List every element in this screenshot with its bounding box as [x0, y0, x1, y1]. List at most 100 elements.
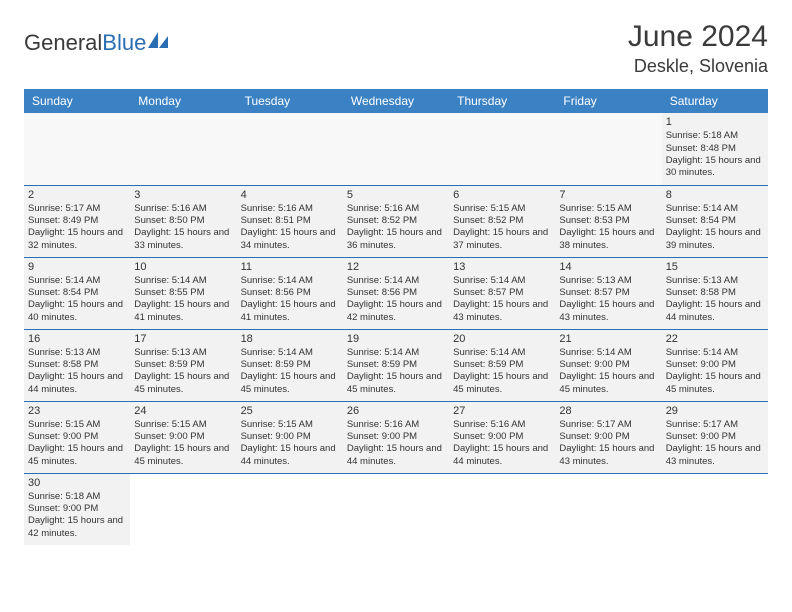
calendar-page: GeneralBlue June 2024 Deskle, Slovenia S… [0, 0, 792, 565]
day-cell [130, 113, 236, 185]
day-info: Sunrise: 5:17 AMSunset: 9:00 PMDaylight:… [666, 419, 764, 468]
day-number: 30 [28, 476, 126, 490]
day-number: 19 [347, 332, 445, 346]
day-number: 2 [28, 188, 126, 202]
day-info: Sunrise: 5:16 AMSunset: 9:00 PMDaylight:… [347, 419, 445, 468]
day-info: Sunrise: 5:14 AMSunset: 9:00 PMDaylight:… [666, 347, 764, 396]
col-wednesday: Wednesday [343, 89, 449, 113]
day-cell: 6Sunrise: 5:15 AMSunset: 8:52 PMDaylight… [449, 185, 555, 257]
day-cell: 5Sunrise: 5:16 AMSunset: 8:52 PMDaylight… [343, 185, 449, 257]
day-cell: 22Sunrise: 5:14 AMSunset: 9:00 PMDayligh… [662, 329, 768, 401]
day-cell [24, 113, 130, 185]
day-cell: 25Sunrise: 5:15 AMSunset: 9:00 PMDayligh… [237, 401, 343, 473]
title-block: June 2024 Deskle, Slovenia [628, 20, 768, 77]
day-info: Sunrise: 5:15 AMSunset: 9:00 PMDaylight:… [134, 419, 232, 468]
col-saturday: Saturday [662, 89, 768, 113]
day-info: Sunrise: 5:14 AMSunset: 8:55 PMDaylight:… [134, 275, 232, 324]
day-info: Sunrise: 5:15 AMSunset: 9:00 PMDaylight:… [241, 419, 339, 468]
brand-text-1: General [24, 30, 102, 56]
brand-text-2: Blue [102, 30, 146, 56]
day-cell: 13Sunrise: 5:14 AMSunset: 8:57 PMDayligh… [449, 257, 555, 329]
day-info: Sunrise: 5:14 AMSunset: 8:59 PMDaylight:… [241, 347, 339, 396]
day-number: 7 [559, 188, 657, 202]
day-info: Sunrise: 5:16 AMSunset: 9:00 PMDaylight:… [453, 419, 551, 468]
day-cell [555, 113, 661, 185]
day-number: 14 [559, 260, 657, 274]
day-info: Sunrise: 5:16 AMSunset: 8:52 PMDaylight:… [347, 203, 445, 252]
day-number: 15 [666, 260, 764, 274]
day-cell: 4Sunrise: 5:16 AMSunset: 8:51 PMDaylight… [237, 185, 343, 257]
day-cell [237, 473, 343, 545]
week-row: 1Sunrise: 5:18 AMSunset: 8:48 PMDaylight… [24, 113, 768, 185]
day-number: 18 [241, 332, 339, 346]
day-info: Sunrise: 5:13 AMSunset: 8:57 PMDaylight:… [559, 275, 657, 324]
day-cell: 15Sunrise: 5:13 AMSunset: 8:58 PMDayligh… [662, 257, 768, 329]
day-cell [555, 473, 661, 545]
day-cell: 18Sunrise: 5:14 AMSunset: 8:59 PMDayligh… [237, 329, 343, 401]
day-info: Sunrise: 5:14 AMSunset: 8:59 PMDaylight:… [453, 347, 551, 396]
day-cell: 8Sunrise: 5:14 AMSunset: 8:54 PMDaylight… [662, 185, 768, 257]
day-number: 25 [241, 404, 339, 418]
day-number: 27 [453, 404, 551, 418]
day-cell [449, 113, 555, 185]
day-cell [449, 473, 555, 545]
day-cell: 28Sunrise: 5:17 AMSunset: 9:00 PMDayligh… [555, 401, 661, 473]
day-info: Sunrise: 5:13 AMSunset: 8:58 PMDaylight:… [28, 347, 126, 396]
week-row: 9Sunrise: 5:14 AMSunset: 8:54 PMDaylight… [24, 257, 768, 329]
week-row: 2Sunrise: 5:17 AMSunset: 8:49 PMDaylight… [24, 185, 768, 257]
day-cell: 17Sunrise: 5:13 AMSunset: 8:59 PMDayligh… [130, 329, 236, 401]
day-cell: 12Sunrise: 5:14 AMSunset: 8:56 PMDayligh… [343, 257, 449, 329]
day-info: Sunrise: 5:18 AMSunset: 9:00 PMDaylight:… [28, 491, 126, 540]
day-info: Sunrise: 5:18 AMSunset: 8:48 PMDaylight:… [666, 130, 764, 179]
week-row: 30Sunrise: 5:18 AMSunset: 9:00 PMDayligh… [24, 473, 768, 545]
day-cell: 7Sunrise: 5:15 AMSunset: 8:53 PMDaylight… [555, 185, 661, 257]
col-friday: Friday [555, 89, 661, 113]
day-number: 17 [134, 332, 232, 346]
day-number: 10 [134, 260, 232, 274]
day-cell: 3Sunrise: 5:16 AMSunset: 8:50 PMDaylight… [130, 185, 236, 257]
day-info: Sunrise: 5:17 AMSunset: 9:00 PMDaylight:… [559, 419, 657, 468]
day-number: 26 [347, 404, 445, 418]
day-number: 24 [134, 404, 232, 418]
day-cell [130, 473, 236, 545]
day-cell: 2Sunrise: 5:17 AMSunset: 8:49 PMDaylight… [24, 185, 130, 257]
day-number: 4 [241, 188, 339, 202]
sail-icon [148, 32, 170, 50]
day-cell [237, 113, 343, 185]
day-cell: 16Sunrise: 5:13 AMSunset: 8:58 PMDayligh… [24, 329, 130, 401]
day-number: 5 [347, 188, 445, 202]
day-cell: 11Sunrise: 5:14 AMSunset: 8:56 PMDayligh… [237, 257, 343, 329]
col-thursday: Thursday [449, 89, 555, 113]
day-info: Sunrise: 5:14 AMSunset: 8:54 PMDaylight:… [28, 275, 126, 324]
day-info: Sunrise: 5:14 AMSunset: 8:54 PMDaylight:… [666, 203, 764, 252]
day-number: 22 [666, 332, 764, 346]
day-number: 23 [28, 404, 126, 418]
day-cell: 9Sunrise: 5:14 AMSunset: 8:54 PMDaylight… [24, 257, 130, 329]
day-info: Sunrise: 5:14 AMSunset: 9:00 PMDaylight:… [559, 347, 657, 396]
col-tuesday: Tuesday [237, 89, 343, 113]
day-number: 9 [28, 260, 126, 274]
day-cell [662, 473, 768, 545]
day-cell: 1Sunrise: 5:18 AMSunset: 8:48 PMDaylight… [662, 113, 768, 185]
day-info: Sunrise: 5:14 AMSunset: 8:57 PMDaylight:… [453, 275, 551, 324]
day-cell: 14Sunrise: 5:13 AMSunset: 8:57 PMDayligh… [555, 257, 661, 329]
day-cell: 23Sunrise: 5:15 AMSunset: 9:00 PMDayligh… [24, 401, 130, 473]
day-cell [343, 473, 449, 545]
day-number: 16 [28, 332, 126, 346]
day-cell: 20Sunrise: 5:14 AMSunset: 8:59 PMDayligh… [449, 329, 555, 401]
day-number: 11 [241, 260, 339, 274]
day-cell: 30Sunrise: 5:18 AMSunset: 9:00 PMDayligh… [24, 473, 130, 545]
day-cell: 27Sunrise: 5:16 AMSunset: 9:00 PMDayligh… [449, 401, 555, 473]
day-number: 12 [347, 260, 445, 274]
day-cell [343, 113, 449, 185]
day-info: Sunrise: 5:13 AMSunset: 8:58 PMDaylight:… [666, 275, 764, 324]
week-row: 23 Sunrise: 5:15 AMSunset: 9:00 PMDayligh… [24, 401, 768, 473]
day-header-row: Sunday Monday Tuesday Wednesday Thursday… [24, 89, 768, 113]
day-number: 1 [666, 115, 764, 129]
col-monday: Monday [130, 89, 236, 113]
page-header: GeneralBlue June 2024 Deskle, Slovenia [24, 20, 768, 77]
day-info: Sunrise: 5:14 AMSunset: 8:59 PMDaylight:… [347, 347, 445, 396]
day-number: 29 [666, 404, 764, 418]
calendar-body: 1Sunrise: 5:18 AMSunset: 8:48 PMDaylight… [24, 113, 768, 545]
day-info: Sunrise: 5:15 AMSunset: 8:52 PMDaylight:… [453, 203, 551, 252]
